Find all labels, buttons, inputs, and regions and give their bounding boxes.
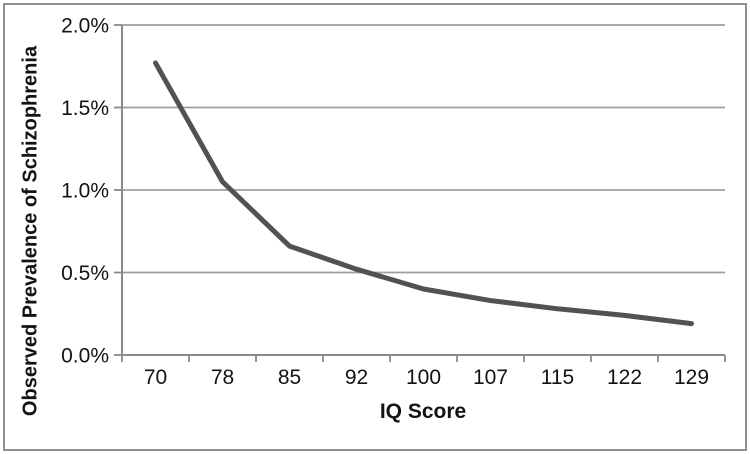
y-axis-title: Observed Prevalence of Schizophrenia <box>19 45 42 417</box>
prevalence-line-series <box>153 60 694 327</box>
y-tick-label: 0.0% <box>61 345 109 368</box>
x-tick-label: 129 <box>674 366 709 389</box>
x-tick-label: 78 <box>211 366 234 389</box>
y-tick-label: 2.0% <box>61 15 109 38</box>
x-tick-label: 107 <box>473 366 508 389</box>
x-tick-label: 85 <box>278 366 301 389</box>
y-tick-label: 0.5% <box>61 262 109 285</box>
x-tick-label: 122 <box>607 366 642 389</box>
y-tick-label: 1.0% <box>61 180 109 203</box>
x-tick-label: 100 <box>406 366 441 389</box>
x-tick-label: 115 <box>541 366 574 389</box>
y-tick-label: 1.5% <box>61 97 109 120</box>
x-tick-label: 70 <box>144 366 167 389</box>
x-tick-label: 92 <box>345 366 368 389</box>
x-axis-title: IQ Score <box>379 400 467 423</box>
figure-border <box>3 3 747 451</box>
